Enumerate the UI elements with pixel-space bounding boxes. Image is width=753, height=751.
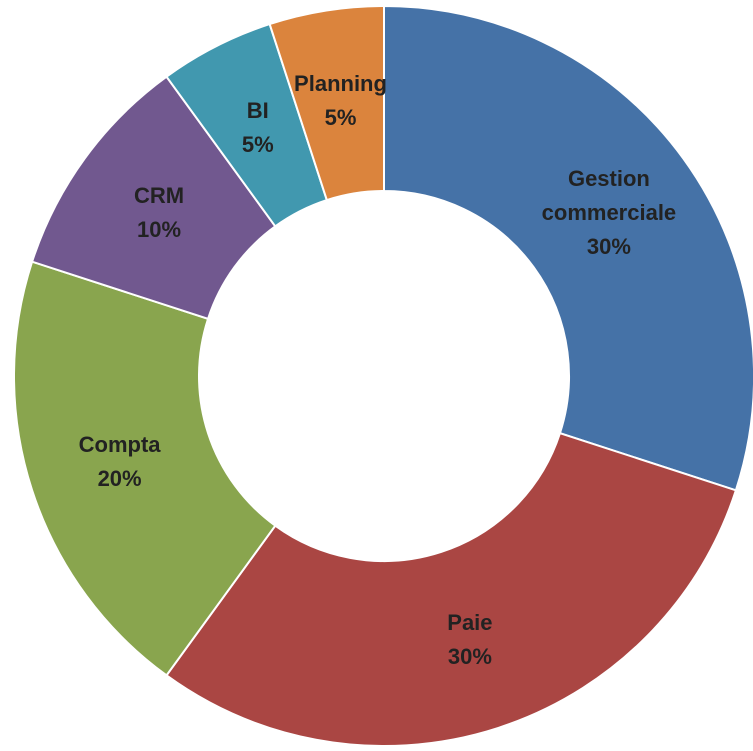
donut-slice: [13, 260, 277, 677]
label-value: 20%: [97, 465, 142, 491]
data-label: Compta 20%: [35, 428, 205, 496]
label-value: 30%: [586, 233, 631, 259]
data-label: Planning 5%: [256, 67, 426, 135]
donut-slice: [383, 4, 753, 492]
label-name: Planning: [294, 71, 387, 97]
label-name: Paie: [447, 610, 493, 636]
label-value: 10%: [137, 216, 182, 242]
data-label: Paie 30%: [385, 606, 555, 674]
label-value: 30%: [447, 644, 492, 670]
label-name: CRM: [134, 182, 185, 208]
data-label: CRM 10%: [74, 179, 244, 247]
data-label: Gestion commerciale 30%: [524, 162, 694, 264]
donut-slice: [268, 4, 385, 202]
data-label: BI 5%: [173, 94, 343, 162]
donut-slice: [165, 431, 738, 747]
label-value: 5%: [324, 105, 357, 131]
label-value: 5%: [241, 132, 274, 158]
label-name: Compta: [78, 431, 161, 457]
label-name: Gestion commerciale: [541, 165, 677, 225]
label-name: BI: [246, 98, 269, 124]
